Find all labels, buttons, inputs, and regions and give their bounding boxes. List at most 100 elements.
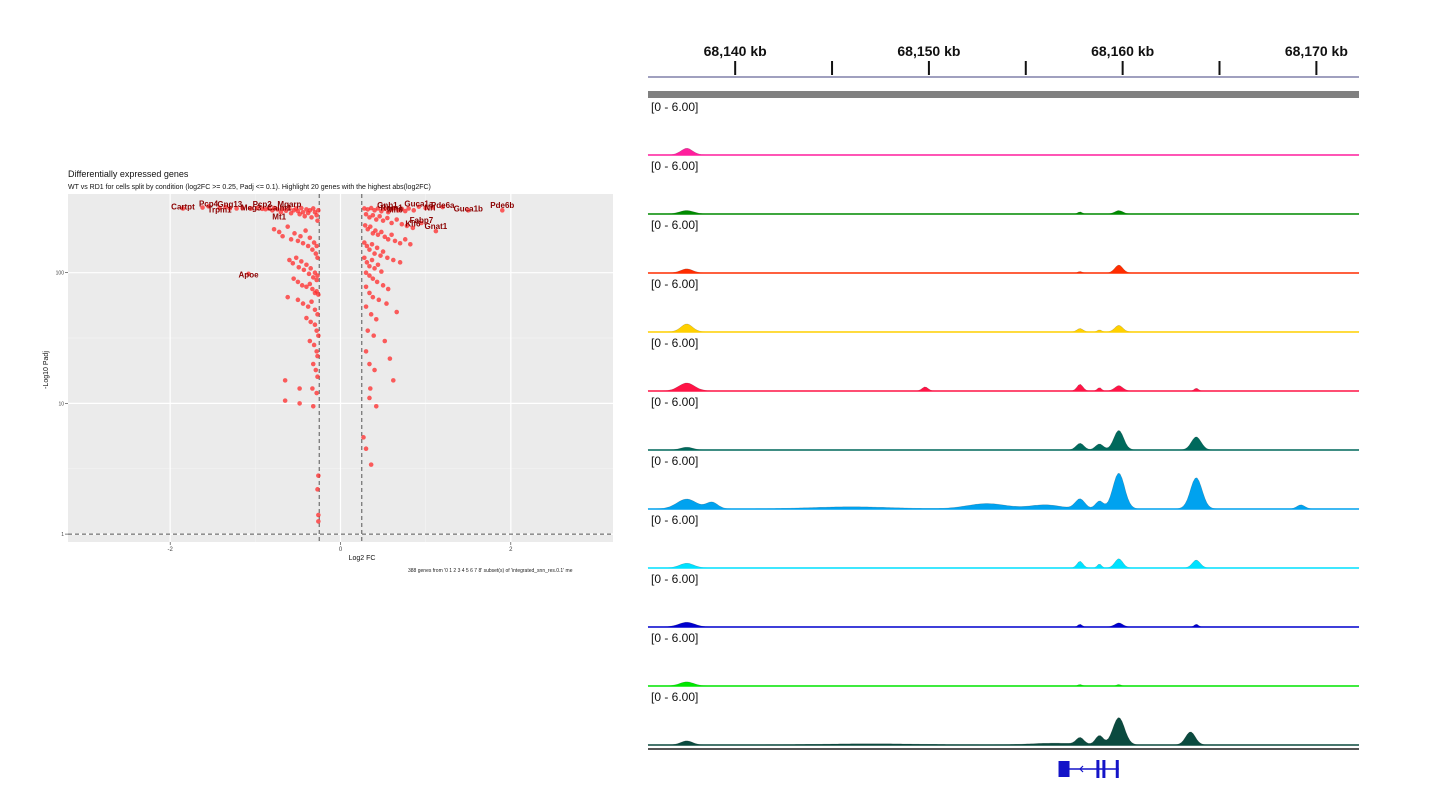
data-point	[364, 243, 370, 249]
data-point	[397, 260, 403, 265]
gene-label: Cartpt	[171, 202, 195, 211]
ruler-tick-label: 68,140 kb	[704, 43, 767, 59]
data-point	[373, 217, 379, 222]
track-range-label: [0 - 6.00]	[651, 336, 698, 350]
gene-label: Mgarp	[277, 200, 301, 209]
data-point	[246, 271, 251, 277]
gene-label: Gnb1	[377, 201, 398, 210]
data-point	[304, 315, 309, 321]
data-point	[375, 206, 381, 211]
data-point	[276, 229, 282, 235]
coverage-area	[647, 264, 1360, 274]
data-point	[298, 233, 303, 239]
data-point	[259, 206, 265, 212]
data-point	[311, 342, 317, 348]
data-point	[307, 281, 313, 287]
data-point	[288, 237, 294, 242]
data-point	[368, 224, 373, 229]
coverage-track: [0 - 6.00]	[647, 572, 1360, 628]
ruler: 68,140 kb 68,150 kb 68,160 kb 68,170 kb	[648, 43, 1359, 78]
data-point	[296, 264, 302, 270]
chart-caption: 388 genes from '0 1 2 3 4 5 6 7 8' subse…	[408, 568, 573, 574]
data-point	[372, 251, 377, 256]
data-point	[291, 276, 296, 281]
data-point	[308, 319, 313, 325]
data-point	[367, 247, 372, 252]
data-point	[312, 322, 318, 328]
data-point	[285, 224, 291, 229]
data-point	[304, 284, 309, 290]
data-point	[315, 255, 320, 261]
data-point	[390, 378, 396, 383]
data-point	[290, 260, 296, 266]
data-point	[372, 367, 377, 373]
data-point	[305, 243, 311, 249]
gene-model	[1058, 760, 1119, 778]
gene-label: Mt1	[272, 213, 286, 222]
gene-exon	[1102, 760, 1106, 778]
data-point	[310, 404, 316, 409]
data-point	[363, 270, 369, 275]
data-point	[271, 226, 277, 232]
data-point	[314, 349, 319, 354]
data-point	[315, 273, 320, 278]
gene-label: Trpm1	[208, 205, 233, 214]
coverage-area	[647, 717, 1360, 746]
data-point	[285, 294, 291, 300]
data-point	[374, 245, 380, 251]
data-point	[309, 215, 314, 220]
sequence-bar	[648, 91, 1359, 98]
data-point	[282, 398, 288, 403]
data-point	[297, 211, 302, 217]
gene-exon	[1058, 761, 1070, 777]
y-tick-label: 10	[58, 401, 64, 407]
data-point	[316, 519, 321, 524]
data-point	[315, 353, 320, 359]
data-point	[430, 205, 435, 210]
data-point	[363, 446, 369, 452]
data-point	[295, 297, 301, 303]
coverage-area	[647, 323, 1360, 333]
gene-exon	[1096, 760, 1100, 778]
data-point	[316, 333, 321, 338]
data-point	[363, 304, 369, 309]
data-point	[310, 275, 316, 280]
data-point	[379, 229, 384, 235]
gene-label: Gnat1	[425, 222, 448, 231]
data-point	[394, 217, 400, 222]
data-point	[266, 206, 272, 211]
data-point	[368, 462, 374, 467]
data-point	[387, 356, 393, 361]
data-point	[293, 255, 299, 261]
gene-label: Guca1a	[404, 200, 433, 209]
data-point	[316, 208, 321, 213]
data-point	[283, 208, 289, 214]
data-point	[300, 209, 306, 215]
data-point	[299, 283, 305, 288]
data-point	[382, 234, 388, 240]
data-point	[299, 205, 304, 211]
data-point	[280, 206, 285, 212]
data-point	[309, 299, 314, 304]
data-point	[314, 277, 319, 283]
data-point	[313, 251, 319, 256]
data-point	[367, 395, 372, 401]
data-point	[316, 292, 321, 297]
data-point	[499, 208, 505, 213]
data-point	[362, 240, 367, 245]
data-point	[465, 208, 471, 213]
data-point	[371, 333, 377, 338]
grid-lines	[68, 194, 613, 542]
data-point	[300, 301, 306, 306]
data-point	[301, 267, 307, 273]
strand-arrow-icon	[1079, 765, 1084, 773]
chart-subtitle: WT vs RD1 for cells split by condition (…	[68, 184, 431, 191]
coverage-tracks: [0 - 6.00] [0 - 6.00] [0 - 6.00] [0 - 6.00]…	[647, 100, 1360, 746]
data-point	[275, 207, 280, 212]
data-point	[379, 269, 384, 274]
data-point	[380, 218, 386, 223]
data-point	[392, 205, 398, 211]
track-range-label: [0 - 6.00]	[651, 513, 698, 527]
data-point	[394, 309, 400, 315]
data-point	[302, 214, 308, 219]
